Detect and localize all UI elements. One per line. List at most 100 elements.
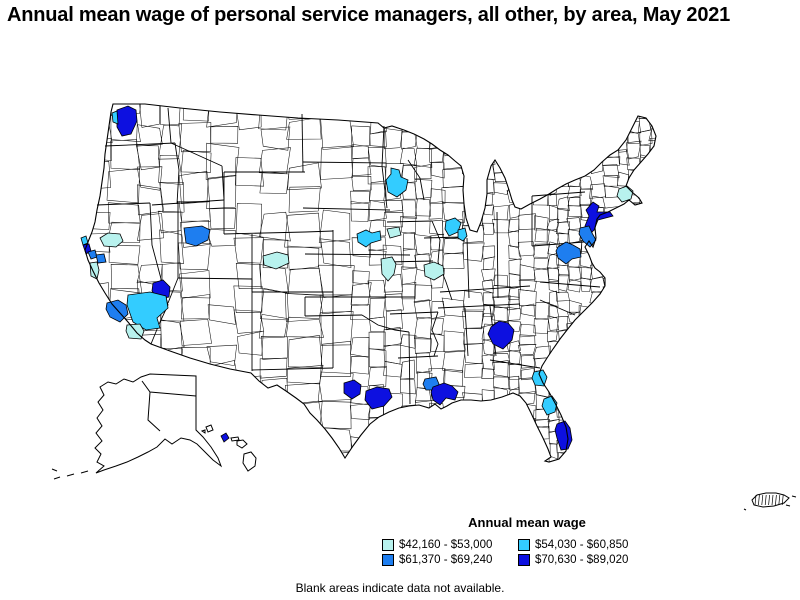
- county-cell: [661, 402, 671, 414]
- county-cell: [208, 404, 240, 432]
- county-cell: [383, 273, 403, 293]
- county-cell: [158, 155, 184, 185]
- county-cell: [482, 338, 495, 357]
- county-cell: [626, 387, 641, 403]
- county-cell: [481, 368, 495, 379]
- wage-area-new-orleans: [430, 382, 459, 406]
- county-cell: [626, 411, 641, 426]
- county-cell: [548, 155, 560, 172]
- county-cell: [233, 237, 264, 264]
- county-cell: [556, 196, 570, 212]
- county-cell: [651, 260, 656, 277]
- county-cell: [259, 171, 290, 194]
- county-cell: [558, 274, 569, 292]
- hawaii-island: [236, 439, 248, 449]
- county-cell: [352, 270, 370, 285]
- county-cell: [627, 377, 641, 392]
- county-cell: [461, 409, 485, 427]
- county-cell: [639, 401, 652, 420]
- county-cell: [507, 116, 522, 133]
- county-cell: [414, 115, 433, 133]
- alaska-outline: [51, 373, 223, 480]
- state-boundary-line: [151, 199, 225, 206]
- county-cell: [580, 107, 593, 122]
- county-cell: [464, 109, 485, 131]
- county-cell: [462, 158, 486, 176]
- county-cell: [556, 390, 570, 407]
- county-cell: [604, 409, 620, 426]
- wage-area-atlanta: [487, 320, 515, 350]
- county-cell: [649, 334, 656, 349]
- county-cell: [628, 400, 641, 414]
- county-cell: [287, 267, 323, 296]
- state-boundary-line: [496, 211, 499, 299]
- state-boundary-line: [386, 220, 433, 223]
- county-cell: [649, 162, 656, 179]
- county-cell: [589, 444, 606, 458]
- legend-item: $42,160 - $53,000: [382, 539, 518, 551]
- state-boundary-line: [431, 311, 439, 357]
- hawaii-island: [230, 436, 240, 442]
- county-cell: [618, 124, 629, 140]
- county-cell: [533, 104, 550, 111]
- county-cell: [557, 104, 571, 113]
- county-cell: [158, 123, 183, 160]
- wage-area-stockton: [95, 253, 107, 264]
- state-boundary-line: [167, 107, 172, 144]
- county-cell: [206, 104, 239, 128]
- county-cell: [262, 398, 287, 431]
- county-cell: [627, 278, 641, 295]
- county-cell: [548, 278, 560, 294]
- county-cell: [352, 452, 371, 462]
- county-cell: [159, 229, 184, 264]
- county-cell: [320, 450, 355, 462]
- state-boundary-line: [539, 281, 601, 288]
- county-cell: [320, 238, 352, 268]
- county-cell: [441, 411, 466, 430]
- county-cell: [578, 104, 593, 112]
- puerto-rico-municipio-line: [758, 494, 760, 506]
- county-cell: [617, 343, 630, 359]
- legend-label: $61,370 - $69,240: [399, 554, 493, 566]
- county-cell: [589, 105, 606, 118]
- county-cell: [481, 145, 493, 157]
- county-cell: [592, 418, 606, 433]
- county-cell: [589, 195, 606, 209]
- state-boundary-line: [170, 142, 223, 167]
- county-cell: [637, 270, 652, 283]
- legend-item: $70,630 - $89,020: [518, 554, 672, 566]
- legend-item: $54,030 - $60,850: [518, 539, 672, 551]
- county-cell: [493, 205, 509, 221]
- county-cell: [617, 462, 629, 479]
- state-boundary-line: [431, 220, 453, 301]
- county-cell: [548, 104, 559, 111]
- state-boundary-line: [423, 236, 463, 239]
- county-cell: [416, 429, 432, 448]
- county-cell: [617, 211, 629, 223]
- county-cell: [350, 104, 370, 113]
- county-cell: [533, 158, 550, 170]
- county-cell: [367, 104, 387, 114]
- county-cell: [233, 285, 263, 313]
- state-boundaries: [96, 107, 601, 405]
- county-cell: [648, 276, 656, 288]
- county-cell: [320, 145, 353, 180]
- county-cell: [259, 211, 291, 242]
- county-cell: [414, 234, 432, 256]
- county-cell: [580, 147, 593, 163]
- state-boundary-line: [381, 125, 388, 209]
- county-cell: [399, 147, 418, 166]
- legend-label: $54,030 - $60,850: [535, 539, 629, 551]
- county-cell: [661, 107, 672, 118]
- county-cell: [628, 266, 640, 279]
- county-cell: [520, 174, 537, 189]
- county-cell: [566, 161, 581, 179]
- county-cell: [557, 165, 571, 177]
- state-boundary-line: [439, 285, 531, 293]
- county-cell: [368, 331, 386, 350]
- state-boundary-line: [304, 314, 363, 317]
- county-cell: [442, 236, 465, 255]
- county-cell: [533, 167, 551, 180]
- county-cell: [638, 416, 650, 430]
- county-cell: [429, 233, 445, 251]
